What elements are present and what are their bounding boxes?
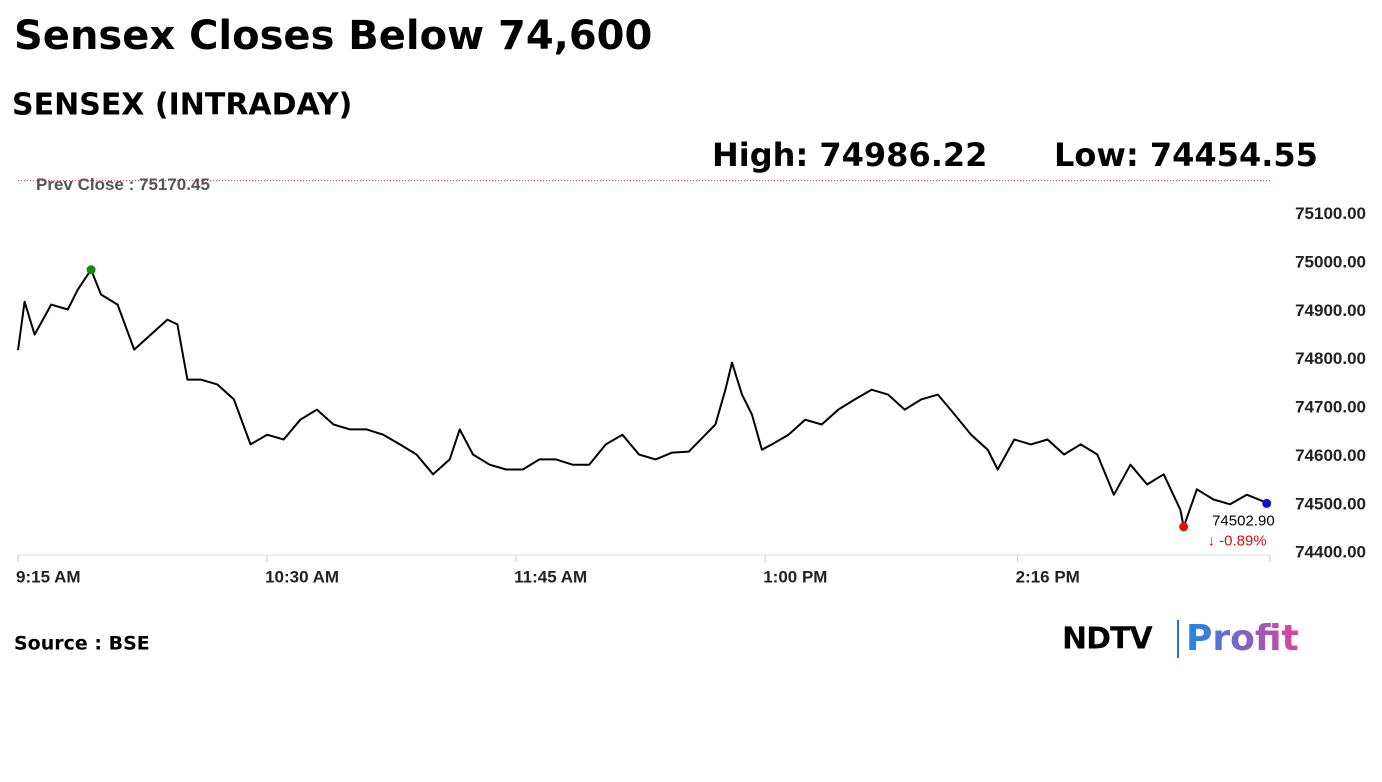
x-tick-label: 10:30 AM (265, 567, 339, 586)
prev-close-label: Prev Close : 75170.45 (36, 175, 210, 194)
chart-title: Sensex Closes Below 74,600 (14, 13, 652, 59)
change-label: ↓ -0.89% (1207, 532, 1266, 549)
y-tick-label: 74400.00 (1295, 543, 1366, 562)
x-tick-label: 9:15 AM (16, 567, 81, 586)
logo-left: NDTV (1062, 622, 1153, 657)
y-tick-label: 74600.00 (1295, 446, 1366, 465)
low-label: Low: 74454.55 (1054, 136, 1318, 174)
high-label: High: 74986.22 (712, 136, 987, 174)
y-tick-label: 74500.00 (1295, 494, 1366, 513)
y-tick-label: 75100.00 (1295, 204, 1366, 223)
series-line (17, 268, 1268, 528)
y-tick-label: 74900.00 (1295, 301, 1366, 320)
logo-right: Profit (1186, 618, 1299, 659)
chart-subtitle: SENSEX (INTRADAY) (12, 88, 352, 123)
last-value-label: 74502.90 (1212, 512, 1275, 529)
last-dot (1262, 498, 1272, 508)
x-tick-label: 1:00 PM (763, 567, 827, 586)
high-dot (86, 265, 96, 275)
x-tick-label: 2:16 PM (1016, 567, 1080, 586)
y-tick-label: 75000.00 (1295, 253, 1366, 272)
y-tick-label: 74800.00 (1295, 349, 1366, 368)
source: Source : BSE (14, 633, 150, 655)
x-tick-label: 11:45 AM (514, 567, 587, 586)
y-tick-label: 74700.00 (1295, 398, 1366, 417)
low-dot (1179, 522, 1189, 532)
